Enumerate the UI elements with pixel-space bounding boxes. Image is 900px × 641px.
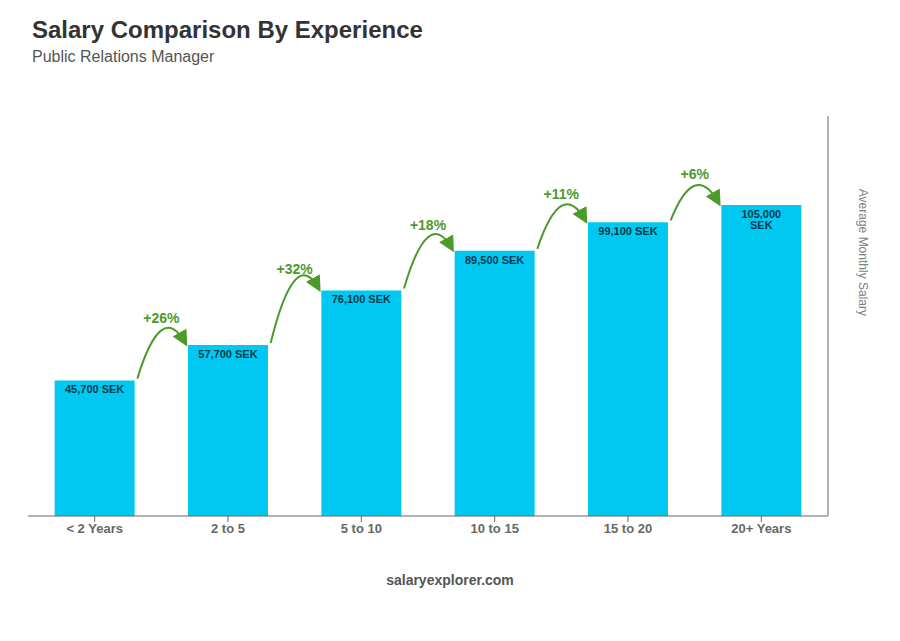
svg-text:10 to 15: 10 to 15 bbox=[470, 521, 518, 536]
html-text:Salary Comparison By Experienc: Salary Comparison By Experience bbox=[32, 16, 423, 43]
svg-text:5 to 10: 5 to 10 bbox=[341, 521, 382, 536]
html-text:salaryexplorer.com: salaryexplorer.com bbox=[386, 572, 514, 588]
svg-text:< 2 Years: < 2 Years bbox=[66, 521, 123, 536]
svg-text:20+ Years: 20+ Years bbox=[731, 521, 791, 536]
svg-text:+18%: +18% bbox=[410, 217, 447, 233]
svg-text:99,100 SEK: 99,100 SEK bbox=[598, 225, 657, 237]
svg-text:Average Monthly Salary: Average Monthly Salary bbox=[856, 189, 870, 316]
svg-text:105,000SEK: 105,000SEK bbox=[741, 208, 781, 231]
svg-text:+6%: +6% bbox=[680, 166, 709, 182]
svg-text:+32%: +32% bbox=[277, 261, 314, 277]
svg-text:45,700 SEK: 45,700 SEK bbox=[65, 383, 124, 395]
svg-text:76,100 SEK: 76,100 SEK bbox=[332, 293, 391, 305]
svg-text:89,500 SEK: 89,500 SEK bbox=[465, 254, 524, 266]
svg-text:+26%: +26% bbox=[143, 310, 180, 326]
html-text:Public Relations Manager: Public Relations Manager bbox=[32, 48, 215, 65]
svg-text:2 to 5: 2 to 5 bbox=[211, 521, 245, 536]
svg-text:57,700 SEK: 57,700 SEK bbox=[198, 348, 257, 360]
svg-text:15 to 20: 15 to 20 bbox=[604, 521, 652, 536]
svg-text:+11%: +11% bbox=[544, 186, 580, 202]
